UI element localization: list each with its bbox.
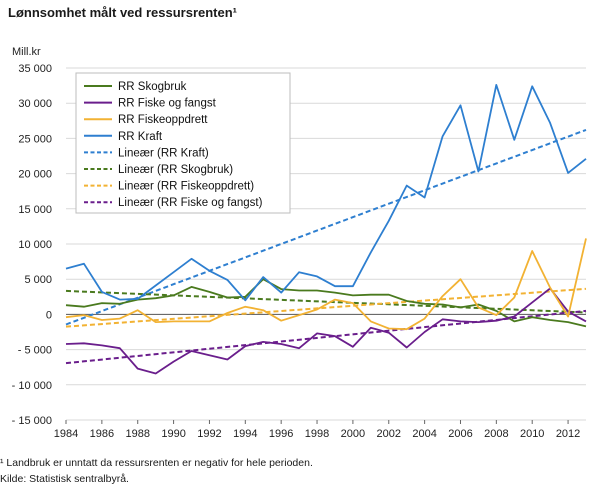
legend: RR Skogbruk RR Fiske og fangst RR Fiskeopp…	[75, 72, 291, 214]
x-axis-ticks: 1984 1986 1988 1990 1992 1994 1996 1998 2000 2002…	[54, 420, 580, 440]
y-axis-unit-label: Mill.kr	[12, 46, 41, 58]
series-line	[65, 238, 587, 331]
legend-label: Lineær (RR Skogbruk)	[118, 164, 233, 176]
legend-label: RR Fiskeoppdrett	[118, 114, 208, 126]
trend-line	[65, 128, 587, 326]
line-chart: Mill.kr 35 000 30 000 25 000 20 000 15 000 10…	[12, 46, 587, 440]
x-tick-label: 2000	[341, 428, 365, 440]
y-axis-ticks: 35 000 30 000 25 000 20 000 15 000 10 000 5 00…	[12, 63, 52, 427]
x-tick-label: 1998	[305, 428, 329, 440]
y-tick-label: 10 000	[18, 239, 52, 251]
x-tick-label: 1994	[233, 428, 257, 440]
y-tick-label: 5 000	[24, 274, 52, 286]
series-lines	[65, 84, 587, 375]
y-tick-label: - 15 000	[12, 415, 52, 427]
legend-label: RR Fiske og fangst	[118, 98, 217, 110]
x-tick-label: 2012	[556, 428, 580, 440]
footnote-text: ¹ Landbruk er unntatt da ressursrenten e…	[0, 457, 313, 469]
x-tick-label: 1992	[197, 428, 221, 440]
x-tick-label: 1996	[269, 428, 293, 440]
y-tick-label: - 5 000	[18, 345, 52, 357]
legend-label: Lineær (RR Fiske og fangst)	[118, 197, 263, 209]
y-tick-label: 0	[46, 309, 52, 321]
gridlines	[66, 67, 586, 421]
source-text: Kilde: Statistisk sentralbyrå.	[0, 473, 129, 485]
legend-items: RR Skogbruk RR Fiske og fangst RR Fiskeopp…	[84, 81, 263, 209]
trend-line	[65, 287, 587, 328]
y-tick-label: 25 000	[18, 133, 52, 145]
chart-title: Lønnsomhet målt ved ressursrenten¹	[8, 5, 237, 20]
legend-box	[75, 72, 291, 214]
y-tick-label: - 10 000	[12, 380, 52, 392]
x-tick-label: 2008	[484, 428, 508, 440]
x-tick-label: 1988	[125, 428, 149, 440]
y-tick-label: 15 000	[18, 204, 52, 216]
x-tick-label: 2006	[448, 428, 472, 440]
series-line	[65, 84, 587, 302]
legend-label: Lineær (RR Kraft)	[118, 147, 209, 159]
legend-label: RR Kraft	[118, 131, 163, 143]
legend-label: RR Skogbruk	[118, 81, 187, 93]
legend-label: Lineær (RR Fiskeoppdrett)	[118, 181, 254, 193]
x-tick-label: 1990	[161, 428, 185, 440]
x-tick-label: 2004	[412, 428, 436, 440]
trend-line	[65, 289, 587, 314]
x-tick-label: 1986	[90, 428, 114, 440]
y-tick-label: 35 000	[18, 63, 52, 75]
y-tick-label: 20 000	[18, 169, 52, 181]
series-line	[65, 287, 587, 375]
footnote-block: ¹ Landbruk er unntatt da ressursrenten e…	[0, 455, 313, 487]
x-tick-label: 2002	[377, 428, 401, 440]
x-tick-label: 1984	[54, 428, 78, 440]
x-tick-label: 2010	[520, 428, 544, 440]
y-tick-label: 30 000	[18, 98, 52, 110]
